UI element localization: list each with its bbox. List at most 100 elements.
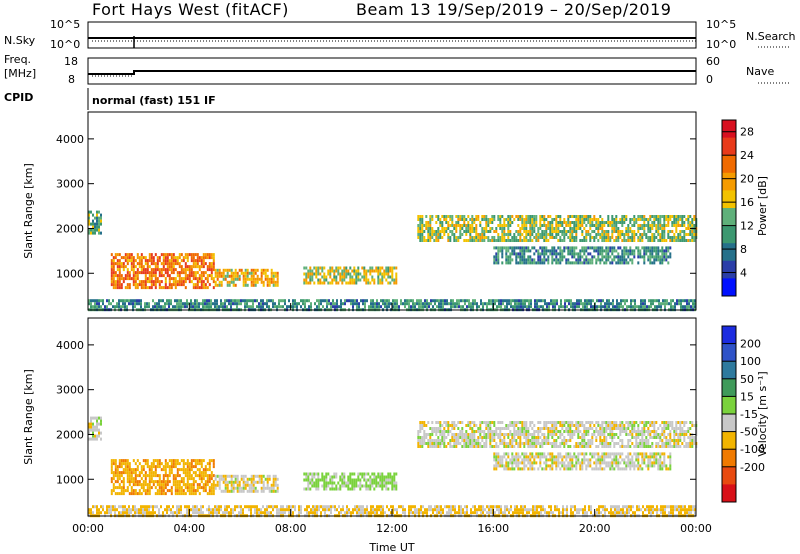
data-cell — [236, 477, 239, 481]
data-cell — [309, 487, 312, 491]
data-cell — [164, 486, 167, 490]
data-cell — [218, 474, 221, 478]
data-cell — [393, 278, 396, 282]
data-cell — [174, 480, 177, 484]
data-cell — [419, 430, 422, 433]
data-cell — [637, 436, 640, 439]
data-cell — [98, 216, 100, 220]
data-cell — [483, 230, 486, 233]
data-cell — [313, 266, 316, 270]
data-cell — [539, 421, 542, 424]
data-cell — [635, 445, 638, 448]
data-cell — [461, 233, 464, 236]
data-cell — [186, 305, 188, 309]
data-cell — [435, 215, 438, 218]
data-cell — [487, 433, 490, 436]
data-cell — [589, 221, 592, 224]
data-cell — [385, 272, 388, 276]
data-cell — [617, 230, 620, 233]
data-cell — [323, 272, 326, 276]
data-cell — [174, 259, 177, 263]
data-cell — [162, 465, 165, 469]
data-cell — [305, 272, 308, 276]
data-cell — [563, 430, 566, 433]
data-cell — [303, 272, 306, 276]
data-cell — [206, 305, 208, 309]
data-cell — [444, 299, 446, 303]
data-cell — [593, 236, 596, 239]
data-cell — [453, 224, 456, 227]
data-cell — [623, 258, 626, 262]
data-cell — [517, 246, 520, 250]
data-cell — [563, 455, 566, 459]
data-cell — [174, 477, 177, 481]
data-cell — [691, 442, 694, 445]
data-cell — [592, 299, 594, 303]
data-cell — [268, 474, 271, 478]
data-cell — [371, 481, 374, 485]
data-cell — [465, 430, 468, 433]
data-cell — [162, 262, 165, 266]
data-cell — [489, 427, 492, 430]
data-cell — [615, 227, 618, 230]
data-cell — [573, 261, 576, 265]
data-cell — [609, 436, 612, 439]
data-cell — [612, 299, 614, 303]
data-cell — [601, 421, 604, 424]
data-cell — [543, 455, 546, 459]
data-cell — [335, 266, 338, 270]
data-cell — [210, 253, 213, 257]
data-cell — [128, 483, 131, 487]
data-cell — [547, 255, 550, 259]
data-cell — [459, 218, 462, 221]
data-cell — [691, 445, 694, 448]
data-cell — [120, 480, 123, 484]
data-cell — [434, 302, 436, 306]
data-cell — [439, 442, 442, 445]
power-data-layer — [88, 210, 698, 312]
data-cell — [501, 230, 504, 233]
data-cell — [633, 421, 636, 424]
data-cell — [140, 492, 143, 496]
data-cell — [116, 268, 119, 272]
data-cell — [166, 262, 169, 266]
data-cell — [657, 227, 660, 230]
data-cell — [118, 283, 121, 287]
data-cell — [204, 480, 207, 484]
data-cell — [331, 478, 334, 482]
data-cell — [126, 459, 129, 463]
data-cell — [396, 299, 398, 303]
data-cell — [625, 252, 628, 256]
data-cell — [667, 255, 670, 259]
data-cell — [274, 283, 277, 287]
data-cell — [657, 442, 660, 445]
data-cell — [523, 436, 526, 439]
data-cell — [623, 445, 626, 448]
data-cell — [561, 433, 564, 436]
data-cell — [551, 424, 554, 427]
data-cell — [458, 305, 460, 309]
data-cell — [671, 236, 674, 239]
data-cell — [190, 465, 193, 469]
data-cell — [453, 421, 456, 424]
data-cell — [529, 236, 532, 239]
data-cell — [583, 221, 586, 224]
data-cell — [192, 277, 195, 281]
data-cell — [576, 299, 578, 303]
data-cell — [420, 299, 422, 303]
data-cell — [519, 436, 522, 439]
data-cell — [174, 474, 177, 478]
data-cell — [148, 280, 151, 284]
data-cell — [540, 299, 542, 303]
data-cell — [363, 484, 366, 488]
data-cell — [671, 439, 674, 442]
data-cell — [653, 221, 656, 224]
data-cell — [689, 230, 692, 233]
data-cell — [575, 227, 578, 230]
data-cell — [168, 277, 171, 281]
data-cell — [186, 474, 189, 478]
data-cell — [244, 483, 247, 487]
data-cell — [505, 467, 508, 471]
data-cell — [533, 227, 536, 230]
data-cell — [270, 299, 272, 303]
